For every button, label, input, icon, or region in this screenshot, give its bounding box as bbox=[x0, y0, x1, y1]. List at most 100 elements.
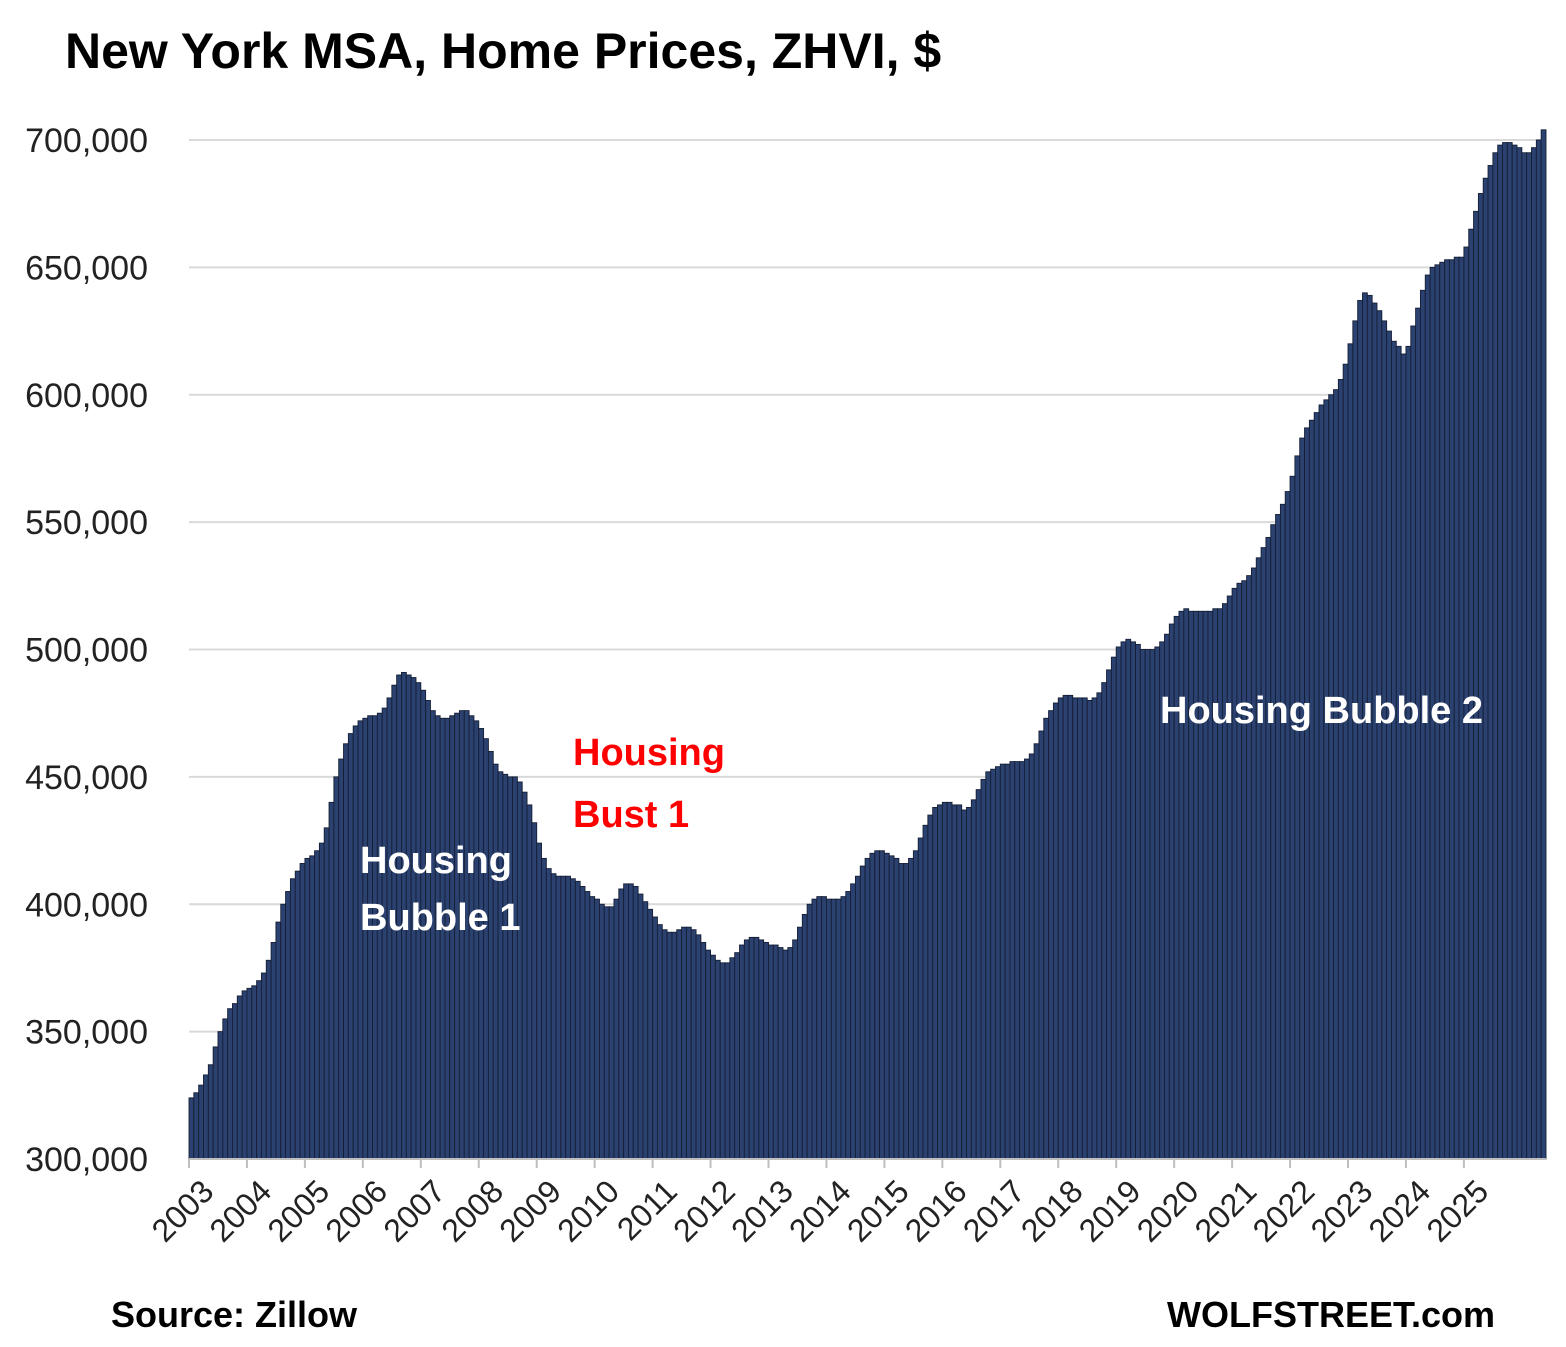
bar bbox=[1154, 646, 1161, 1160]
bar bbox=[1250, 567, 1257, 1160]
bar bbox=[328, 801, 335, 1160]
bar bbox=[314, 850, 320, 1160]
bar bbox=[724, 962, 731, 1160]
bar bbox=[821, 896, 827, 1160]
bar bbox=[980, 778, 987, 1160]
bar bbox=[1072, 697, 1079, 1160]
x-tick-label: 2021 bbox=[1188, 1173, 1264, 1249]
bar bbox=[1023, 758, 1030, 1160]
bar bbox=[1304, 427, 1310, 1160]
bar bbox=[888, 855, 895, 1160]
bar bbox=[1376, 310, 1383, 1160]
bar bbox=[1038, 730, 1045, 1160]
bar bbox=[516, 781, 523, 1160]
bar bbox=[574, 880, 581, 1160]
bar bbox=[1144, 649, 1151, 1160]
bar bbox=[922, 824, 929, 1160]
bar bbox=[521, 791, 528, 1160]
bar bbox=[550, 873, 557, 1160]
bar bbox=[203, 1074, 209, 1160]
bar bbox=[217, 1031, 224, 1160]
bar bbox=[1526, 152, 1532, 1160]
bar bbox=[579, 885, 586, 1160]
bar bbox=[1337, 379, 1344, 1160]
bar bbox=[845, 891, 852, 1160]
bar bbox=[705, 949, 711, 1160]
x-tick-label: 2022 bbox=[1246, 1173, 1322, 1249]
bar bbox=[536, 842, 542, 1160]
bar bbox=[912, 850, 919, 1160]
bar bbox=[676, 929, 683, 1160]
bar bbox=[188, 1097, 195, 1160]
bar bbox=[729, 957, 736, 1160]
chart-title: New York MSA, Home Prices, ZHVI, $ bbox=[65, 23, 941, 79]
bar bbox=[1255, 557, 1262, 1160]
bar bbox=[333, 776, 340, 1160]
bar bbox=[618, 888, 625, 1160]
bar bbox=[1014, 761, 1021, 1160]
bar bbox=[338, 758, 344, 1160]
bar bbox=[232, 1003, 238, 1160]
bar bbox=[212, 1046, 219, 1160]
bar bbox=[652, 916, 658, 1160]
bar bbox=[927, 814, 934, 1160]
bar bbox=[507, 776, 514, 1160]
bar bbox=[497, 771, 504, 1160]
bar bbox=[787, 947, 794, 1160]
bar bbox=[1125, 638, 1132, 1160]
bar bbox=[318, 842, 325, 1160]
bar bbox=[932, 807, 938, 1160]
bar bbox=[343, 743, 349, 1160]
bar bbox=[285, 891, 291, 1160]
x-tick-label: 2006 bbox=[318, 1173, 394, 1249]
bar bbox=[1289, 475, 1296, 1160]
bar bbox=[1106, 669, 1112, 1160]
x-tick-label: 2004 bbox=[203, 1173, 279, 1249]
bar bbox=[879, 850, 885, 1160]
bar bbox=[1328, 394, 1334, 1160]
bar bbox=[608, 906, 615, 1160]
annotation-housing-bubble-1-line1: Housing bbox=[360, 840, 512, 882]
bar bbox=[473, 720, 480, 1160]
bar bbox=[222, 1018, 229, 1160]
bar bbox=[970, 799, 977, 1160]
bar bbox=[647, 908, 654, 1160]
bar bbox=[1275, 514, 1281, 1160]
bar bbox=[748, 936, 755, 1160]
bar bbox=[1019, 761, 1025, 1160]
bar bbox=[681, 926, 687, 1160]
bar bbox=[478, 728, 485, 1160]
bar bbox=[874, 850, 881, 1160]
bar bbox=[1535, 139, 1542, 1160]
bar bbox=[734, 952, 740, 1160]
bar bbox=[661, 929, 668, 1160]
brand-label: WOLFSTREET.com bbox=[1167, 1294, 1495, 1335]
x-tick-label: 2007 bbox=[376, 1173, 452, 1249]
bar bbox=[1091, 697, 1098, 1160]
bar bbox=[961, 809, 967, 1160]
bar bbox=[1052, 702, 1059, 1160]
x-tick-label: 2005 bbox=[260, 1173, 336, 1249]
bar bbox=[700, 942, 707, 1160]
y-axis-tick-labels: 300,000 350,000 400,000 450,000 500,000 550,0… bbox=[25, 122, 148, 1179]
bar bbox=[1033, 743, 1040, 1160]
bar bbox=[594, 898, 600, 1160]
bar bbox=[487, 750, 494, 1160]
bar bbox=[797, 926, 803, 1160]
bar bbox=[280, 903, 287, 1160]
bar bbox=[1308, 419, 1315, 1160]
bar bbox=[1241, 580, 1248, 1160]
bar bbox=[599, 903, 605, 1160]
bar bbox=[289, 878, 296, 1160]
bar bbox=[1231, 587, 1238, 1160]
x-tick-label: 2024 bbox=[1362, 1173, 1438, 1249]
bar bbox=[1477, 193, 1484, 1160]
bar bbox=[246, 987, 253, 1160]
bar bbox=[1347, 343, 1354, 1160]
bar bbox=[985, 771, 992, 1160]
bar bbox=[1395, 345, 1402, 1160]
bar bbox=[999, 763, 1006, 1160]
bar bbox=[1260, 547, 1267, 1160]
bar bbox=[207, 1064, 214, 1160]
bar bbox=[1299, 437, 1305, 1160]
